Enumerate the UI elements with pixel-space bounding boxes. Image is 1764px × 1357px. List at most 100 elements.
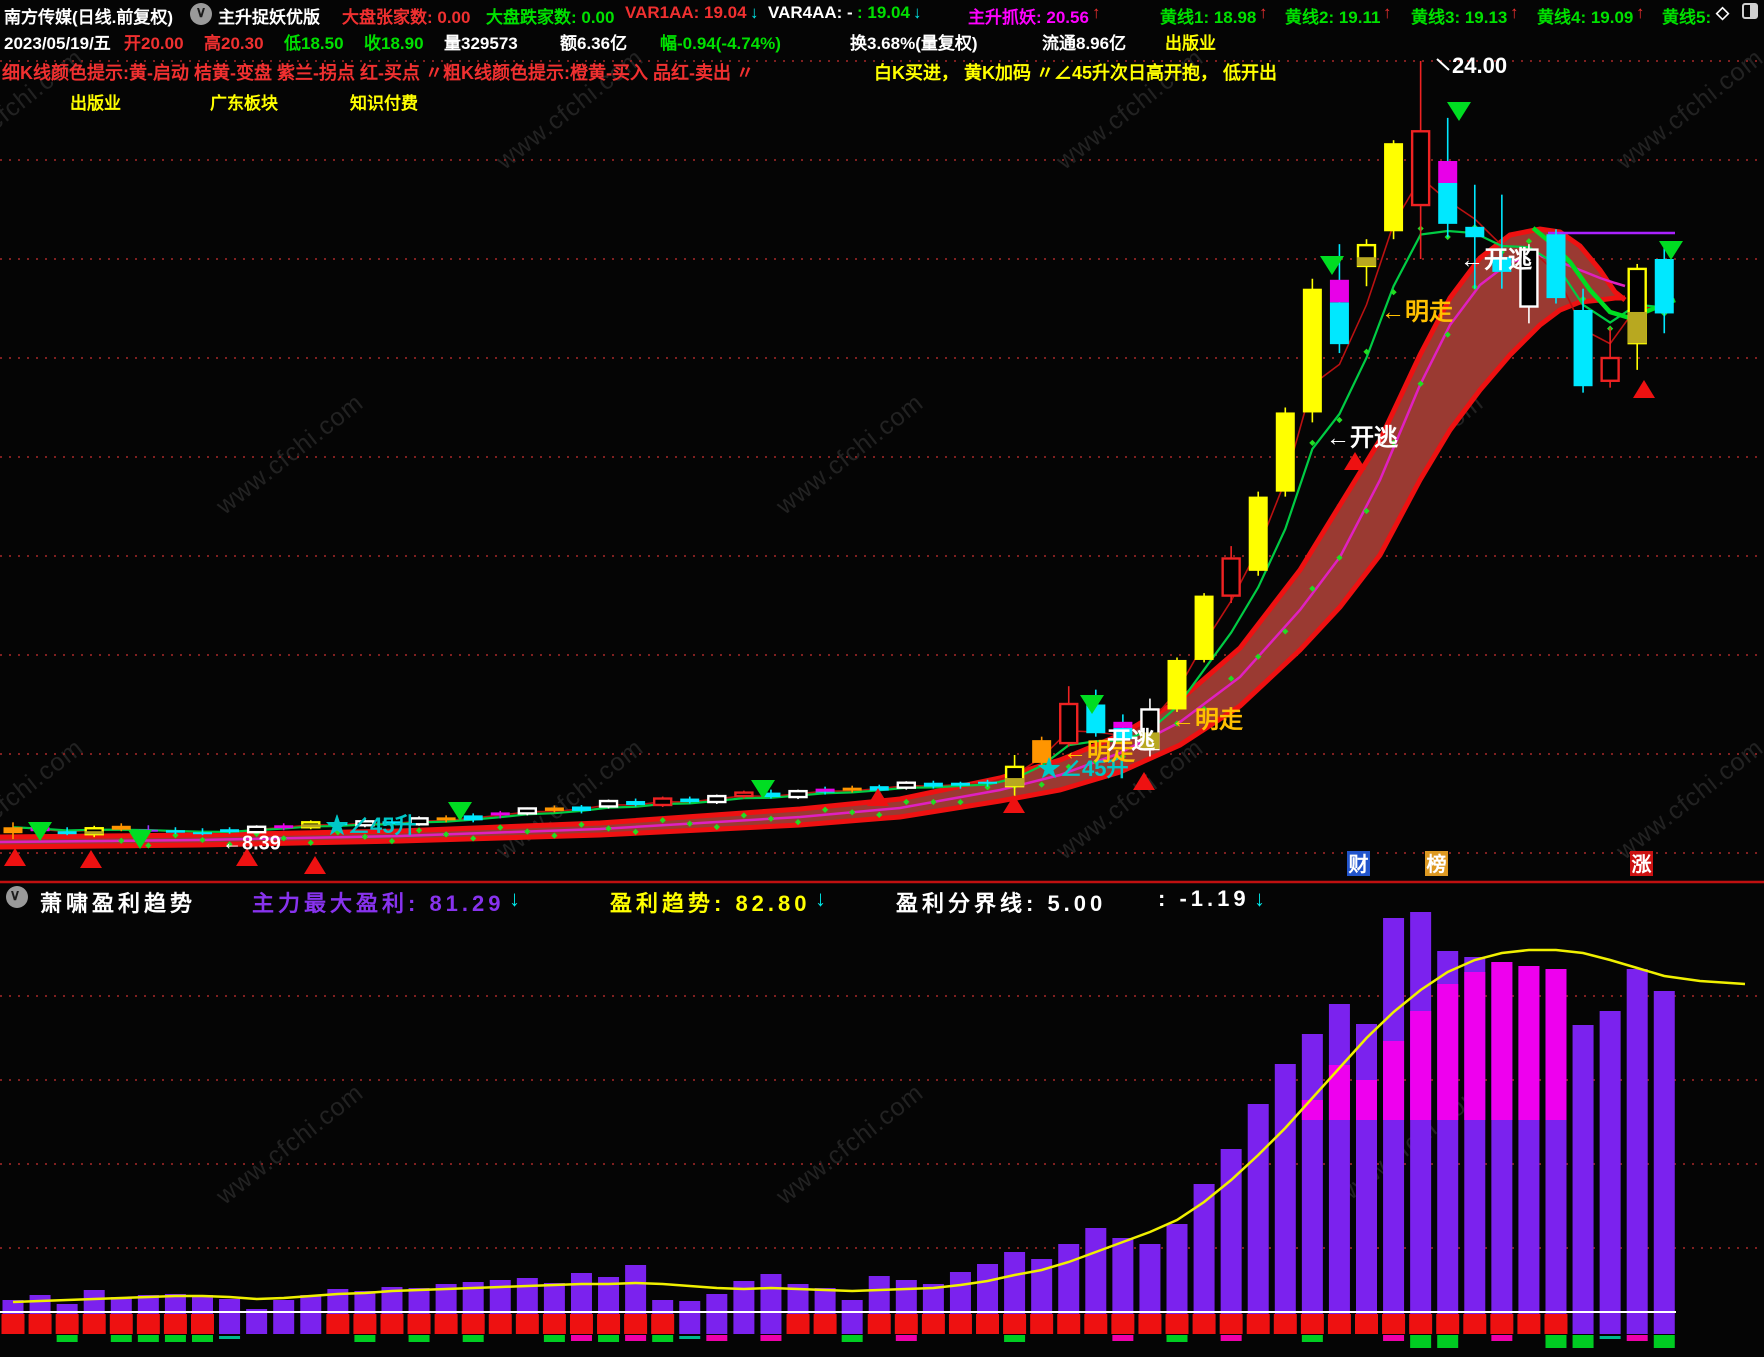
signal-green-block: [1545, 1335, 1567, 1348]
profit-bar: [1626, 969, 1648, 1334]
profit-bar: [1220, 1149, 1242, 1334]
signal-red-block: [1517, 1314, 1541, 1334]
candle-body-magenta-top: [1329, 279, 1349, 303]
candle-body: [463, 815, 483, 821]
signal-red-block: [109, 1314, 133, 1334]
candle-body: [490, 812, 510, 816]
candle-body: [571, 806, 591, 811]
chart-annotation-label: ←开逃: [1460, 247, 1532, 274]
signal-red-block: [1138, 1314, 1162, 1334]
chevron-circle-icon[interactable]: ∨: [190, 3, 212, 25]
profit-bar: [1383, 918, 1405, 1334]
candle-body-magenta-top: [1438, 160, 1458, 183]
header-ohlc-line: 2023/05/19/五 开20.00 高20.30 低18.50 收18.90 量329…: [0, 29, 1764, 53]
profit-bar: [733, 1281, 755, 1334]
profit-bar-magenta-top: [1328, 1065, 1350, 1120]
signal-red-block: [82, 1314, 106, 1334]
candle-body: [1329, 302, 1349, 345]
candle-body: [815, 791, 835, 793]
signal-green-block: [1301, 1335, 1323, 1342]
sar-green-dot: [605, 825, 612, 832]
sar-green-dot: [1282, 628, 1289, 635]
candle-body: [1654, 259, 1674, 314]
sar-green-dot: [930, 798, 937, 806]
candle-body-hollow: [652, 797, 673, 807]
hot-money-badge-label: 涨: [1632, 853, 1652, 876]
candle-body: [3, 827, 23, 834]
hdr3-hint-0: 细K线颜色提示:黄-启动 桔黄-变盘 紫兰-拐点 红-买点 〃粗K线颜色提示:橙…: [2, 63, 754, 83]
signal-green-block: [1166, 1335, 1188, 1342]
candle-body-dark-bottom: [1357, 257, 1376, 266]
candle-body-hollow: [707, 794, 727, 804]
signal-green-block: [191, 1335, 213, 1342]
profit-bar-magenta-top: [1518, 966, 1540, 1120]
red-up-triangle-marker: [1003, 795, 1025, 813]
signal-green-block: [137, 1335, 159, 1342]
sar-green-dot: [903, 798, 910, 805]
signal-green-block: [598, 1335, 620, 1342]
signal-red-block: [1003, 1314, 1027, 1334]
sar-green-dot: [551, 832, 558, 839]
chart-annotation-label: ←明走: [1381, 299, 1453, 326]
sector-tag-2: 知识付费: [350, 94, 418, 113]
candle-body: [1492, 257, 1512, 272]
candle-body-hollow: [355, 820, 375, 827]
chevron-circle-icon[interactable]: ∨: [6, 886, 28, 908]
peak-pointer-line: [1436, 58, 1450, 71]
hdr1-field-2: 主升捉妖优版: [218, 8, 320, 27]
profit-bar: [1653, 991, 1675, 1334]
red-up-triangle-marker: [1133, 772, 1155, 790]
price-ma-red-line: [12, 176, 1665, 834]
subhdr-field-3: ↓: [509, 886, 524, 911]
profit-bar-magenta-top: [1545, 969, 1567, 1120]
sar-green-dot: [632, 828, 639, 835]
hdr2-field-5: 量329573: [444, 34, 518, 53]
green-down-triangle-marker: [1659, 241, 1683, 260]
hdr2-field-8: 换3.68%(量复权): [850, 34, 978, 53]
profit-bar-magenta-top: [1437, 984, 1459, 1120]
candle-body-dark-bottom: [301, 824, 321, 828]
sar-green-dot: [957, 799, 964, 806]
signal-red-block: [1273, 1314, 1297, 1334]
candle-body: [978, 781, 998, 784]
candle-body-hollow: [409, 817, 429, 826]
signal-magenta-block: [1383, 1335, 1405, 1341]
hdr1-field-4: 大盘跌家数: 0.00: [486, 8, 615, 27]
signal-magenta-block: [706, 1335, 728, 1341]
candle-body: [1167, 659, 1187, 710]
profit-bar: [1004, 1252, 1026, 1334]
panel-toggle-icon[interactable]: [1742, 3, 1758, 19]
signal-red-block: [569, 1314, 593, 1334]
candle-body: [950, 782, 970, 786]
sub-indicator-header: ∨ 萧啸盈利趋势 主力最大盈利: 81.29 ↓ 盈利趋势: 82.80 ↓ 盈利分界线: …: [0, 886, 1764, 916]
sar-green-dot: [470, 835, 477, 842]
hdr1-field-14: 黄线2: 19.11: [1285, 8, 1381, 27]
signal-red-block: [1084, 1314, 1108, 1334]
candle-body: [761, 792, 781, 798]
band-lower-line: [0, 295, 1625, 850]
profit-bar: [1166, 1224, 1188, 1334]
hdr1-field-10: 主升抓妖: 20.56: [968, 8, 1089, 27]
signal-red-block: [948, 1314, 972, 1334]
green-down-triangle-marker: [28, 822, 52, 841]
hot-money-badge-label: 榜: [1427, 852, 1447, 876]
hdr2-field-6: 额6.36亿: [560, 34, 628, 53]
profit-bar: [273, 1300, 295, 1334]
signal-green-block: [164, 1335, 186, 1342]
sar-green-dot: [767, 815, 775, 822]
subhdr-field-6: 盈利分界线: 5.00: [896, 891, 1107, 916]
signal-red-block: [1192, 1314, 1216, 1334]
signal-magenta-block: [760, 1335, 782, 1341]
red-up-triangle-marker: [1344, 452, 1366, 470]
hot-money-badge: [1425, 851, 1448, 876]
hdr1-field-21: ◇: [1716, 3, 1730, 22]
hdr1-field-15: ↑: [1383, 3, 1392, 22]
signal-red-block: [515, 1314, 539, 1334]
sar-green-dot: [388, 838, 396, 845]
sar-green-dot: [118, 837, 125, 844]
candle-body-hollow: [1221, 557, 1241, 597]
candle-body: [1465, 226, 1485, 238]
profit-bar: [1356, 1024, 1377, 1334]
